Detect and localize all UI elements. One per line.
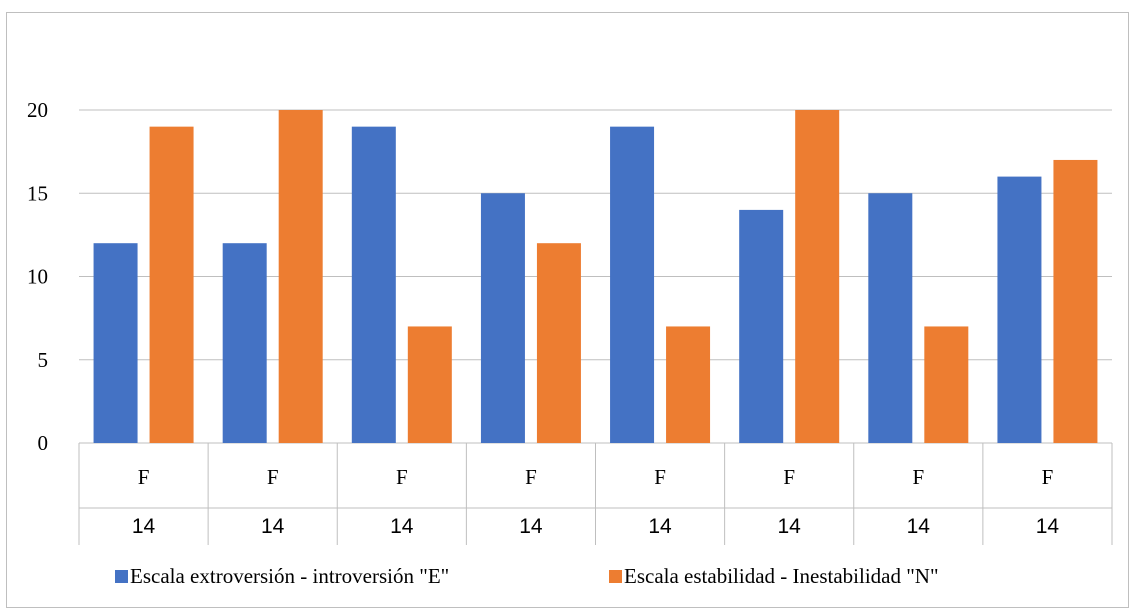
bar xyxy=(407,326,452,443)
x-category-sublabel: 14 xyxy=(390,515,414,538)
y-tick-label: 15 xyxy=(27,181,48,205)
legend-marker xyxy=(115,570,128,583)
bar xyxy=(1053,159,1098,443)
x-category-label: F xyxy=(1042,465,1054,489)
x-category-label: F xyxy=(525,465,537,489)
x-category-sublabel: 14 xyxy=(261,515,285,538)
bar xyxy=(93,243,138,443)
bar xyxy=(868,193,913,443)
bar xyxy=(739,209,784,443)
bar xyxy=(666,326,711,443)
bar xyxy=(997,176,1042,443)
x-category-sublabel: 14 xyxy=(907,515,931,538)
legend-label: Escala estabilidad - Inestabilidad "N" xyxy=(624,564,939,588)
y-tick-label: 5 xyxy=(38,348,49,372)
legend-marker xyxy=(609,570,622,583)
x-category-sublabel: 14 xyxy=(648,515,672,538)
legend-label: Escala extroversión - introversión "E" xyxy=(130,564,449,588)
bar xyxy=(222,243,267,443)
x-category-label: F xyxy=(912,465,924,489)
bar xyxy=(924,326,969,443)
bar xyxy=(536,243,581,443)
bar xyxy=(795,110,840,443)
x-category-sublabel: 14 xyxy=(132,515,156,538)
bar xyxy=(149,126,194,444)
x-category-sublabel: 14 xyxy=(778,515,802,538)
y-tick-label: 0 xyxy=(38,431,49,455)
y-tick-label: 20 xyxy=(27,98,48,122)
x-category-label: F xyxy=(783,465,795,489)
x-category-label: F xyxy=(267,465,279,489)
x-category-label: F xyxy=(396,465,408,489)
bar xyxy=(610,126,655,444)
x-category-sublabel: 14 xyxy=(519,515,543,538)
x-category-sublabel: 14 xyxy=(1036,515,1060,538)
bar xyxy=(351,126,396,444)
bar xyxy=(480,193,525,443)
x-category-label: F xyxy=(654,465,666,489)
bar xyxy=(278,110,323,443)
y-tick-label: 10 xyxy=(27,265,48,289)
x-category-label: F xyxy=(138,465,150,489)
